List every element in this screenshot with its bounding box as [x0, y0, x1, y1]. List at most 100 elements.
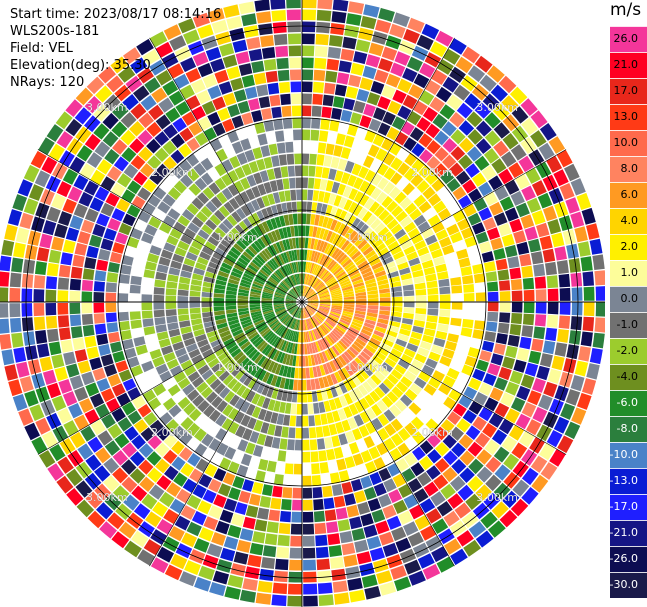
- velocity-gate: [319, 302, 331, 305]
- velocity-gate: [539, 235, 553, 250]
- velocity-gate: [216, 275, 228, 282]
- velocity-gate: [306, 213, 311, 225]
- velocity-gate: [191, 240, 203, 251]
- velocity-gate: [256, 273, 267, 281]
- velocity-gate: [338, 340, 348, 350]
- velocity-gate: [277, 69, 290, 82]
- velocity-gate: [502, 133, 519, 150]
- velocity-gate: [531, 180, 547, 197]
- velocity-gate: [288, 291, 298, 299]
- velocity-gate: [181, 264, 194, 273]
- velocity-gate: [302, 355, 306, 367]
- velocity-gate: [183, 228, 196, 239]
- velocity-gate: [193, 538, 210, 553]
- velocity-gate: [303, 571, 317, 583]
- velocity-gate: [305, 288, 312, 298]
- velocity-gate: [123, 494, 140, 511]
- velocity-gate: [227, 170, 239, 183]
- velocity-gate: [140, 427, 155, 442]
- velocity-gate: [315, 265, 323, 276]
- velocity-gate: [538, 142, 555, 160]
- velocity-gate: [348, 362, 358, 374]
- velocity-gate: [458, 195, 472, 209]
- velocity-gate: [374, 222, 386, 234]
- velocity-gate: [101, 413, 116, 429]
- velocity-gate: [117, 173, 132, 188]
- velocity-gate: [155, 271, 167, 281]
- velocity-gate: [302, 273, 305, 285]
- velocity-gate: [305, 289, 313, 298]
- velocity-gate: [282, 117, 293, 129]
- velocity-gate: [345, 86, 359, 99]
- velocity-gate: [391, 306, 403, 313]
- velocity-gate: [316, 558, 331, 571]
- velocity-gate: [570, 178, 586, 196]
- velocity-gate: [156, 546, 174, 563]
- velocity-gate: [322, 229, 330, 241]
- velocity-gate: [372, 133, 386, 147]
- velocity-gate: [442, 76, 459, 93]
- velocity-gate: [407, 17, 425, 33]
- velocity-gate: [419, 90, 435, 106]
- velocity-gate: [185, 68, 201, 83]
- velocity-gate: [302, 81, 313, 93]
- velocity-gate: [363, 524, 378, 538]
- velocity-gate: [315, 252, 321, 263]
- velocity-gate: [319, 303, 331, 307]
- velocity-gate: [319, 179, 328, 191]
- velocity-gate: [231, 115, 244, 129]
- velocity-gate: [143, 269, 156, 279]
- velocity-gate: [284, 316, 292, 326]
- velocity-gate: [33, 303, 45, 317]
- velocity-gate: [228, 278, 240, 285]
- velocity-gate: [479, 74, 497, 92]
- velocity-gate: [369, 337, 381, 346]
- velocity-gate: [285, 141, 294, 153]
- velocity-gate: [214, 288, 225, 294]
- velocity-gate: [303, 547, 316, 559]
- velocity-gate: [472, 329, 485, 340]
- velocity-gate: [289, 415, 296, 427]
- velocity-gate: [146, 121, 162, 137]
- velocity-gate: [186, 494, 202, 510]
- velocity-gate: [438, 528, 455, 545]
- velocity-gate: [106, 322, 119, 333]
- velocity-gate: [306, 331, 311, 342]
- velocity-gate: [252, 283, 263, 289]
- velocity-gate: [478, 241, 492, 254]
- velocity-gate: [568, 258, 581, 273]
- velocity-gate: [493, 482, 511, 500]
- velocity-gate: [273, 167, 282, 179]
- velocity-gate: [391, 386, 404, 399]
- velocity-gate: [249, 296, 261, 300]
- velocity-gate: [382, 542, 399, 557]
- velocity-gate: [111, 182, 126, 197]
- velocity-gate: [147, 155, 162, 170]
- velocity-gate: [305, 355, 309, 367]
- velocity-gate: [532, 378, 546, 393]
- velocity-gate: [370, 374, 382, 386]
- velocity-gate: [41, 431, 58, 449]
- velocity-gate: [554, 385, 569, 402]
- velocity-gate: [346, 245, 356, 256]
- velocity-gate: [403, 245, 416, 256]
- velocity-gate: [325, 70, 338, 83]
- velocity-gate: [219, 266, 231, 274]
- velocity-gate: [291, 250, 296, 261]
- velocity-gate: [73, 414, 89, 431]
- velocity-gate: [340, 280, 351, 287]
- velocity-gate: [105, 312, 117, 323]
- velocity-gate: [442, 244, 455, 256]
- velocity-gate: [249, 431, 260, 444]
- velocity-gate: [213, 302, 225, 307]
- velocity-gate: [227, 362, 239, 374]
- velocity-gate: [369, 471, 382, 486]
- velocity-gate: [225, 254, 237, 263]
- velocity-gate: [504, 207, 519, 222]
- velocity-gate: [398, 510, 413, 525]
- velocity-gate: [302, 45, 315, 57]
- velocity-gate: [225, 298, 237, 302]
- velocity-gate: [450, 548, 468, 566]
- velocity-gate: [249, 261, 260, 271]
- colorbar-tick-label: -4.0: [616, 370, 638, 383]
